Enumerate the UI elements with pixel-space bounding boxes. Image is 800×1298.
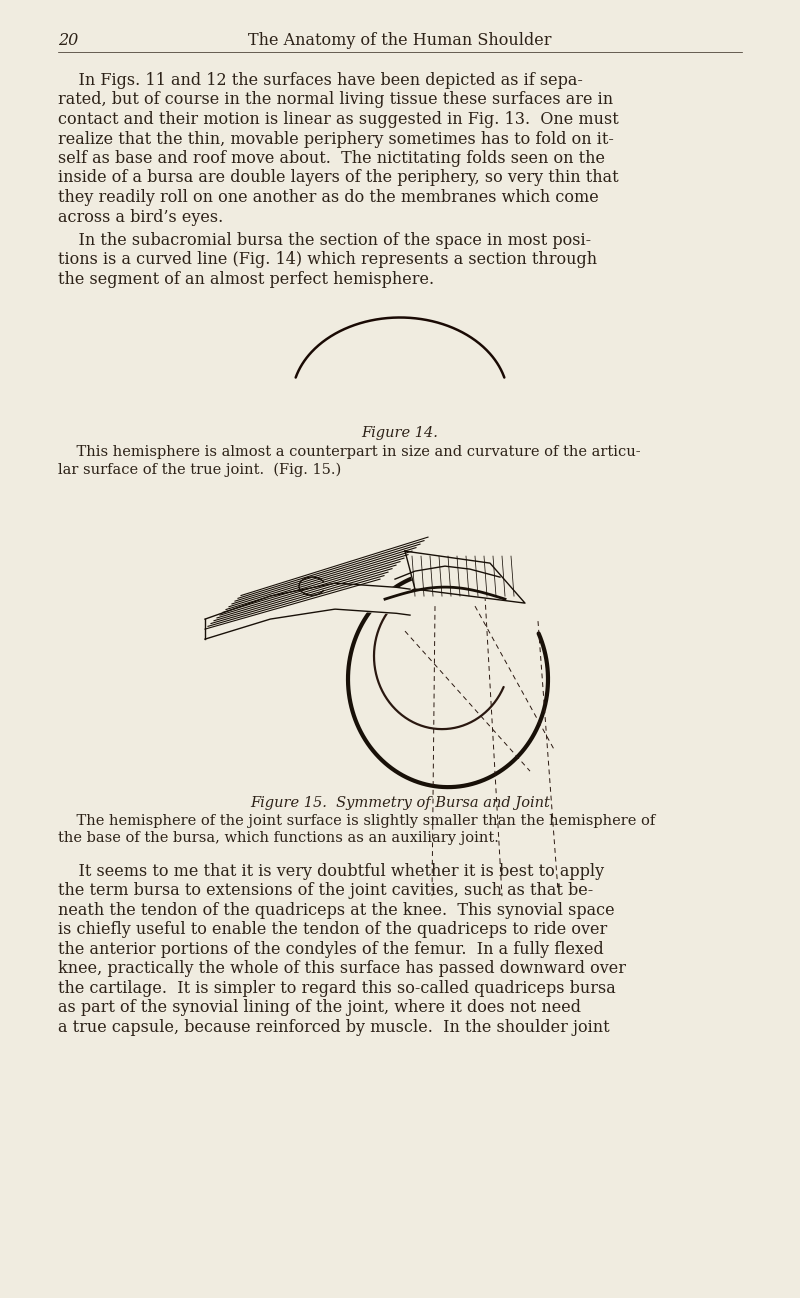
Text: the term bursa to extensions of the joint cavities, such as that be-: the term bursa to extensions of the join… [58,883,594,900]
Text: rated, but of course in the normal living tissue these surfaces are in: rated, but of course in the normal livin… [58,91,613,109]
Text: In the subacromial bursa the section of the space in most posi-: In the subacromial bursa the section of … [58,232,591,249]
Text: realize that the thin, movable periphery sometimes has to fold on it-: realize that the thin, movable periphery… [58,131,614,148]
Text: is chiefly useful to enable the tendon of the quadriceps to ride over: is chiefly useful to enable the tendon o… [58,922,607,938]
Text: lar surface of the true joint.  (Fig. 15.): lar surface of the true joint. (Fig. 15.… [58,462,342,476]
Text: contact and their motion is linear as suggested in Fig. 13.  One must: contact and their motion is linear as su… [58,112,618,129]
Text: tions is a curved line (Fig. 14) which represents a section through: tions is a curved line (Fig. 14) which r… [58,252,597,269]
Text: a true capsule, because reinforced by muscle.  In the shoulder joint: a true capsule, because reinforced by mu… [58,1019,610,1036]
Text: Figure 15.  Symmetry of Bursa and Joint: Figure 15. Symmetry of Bursa and Joint [250,796,550,810]
Text: This hemisphere is almost a counterpart in size and curvature of the articu-: This hemisphere is almost a counterpart … [58,445,641,459]
Text: In Figs. 11 and 12 the surfaces have been depicted as if sepa-: In Figs. 11 and 12 the surfaces have bee… [58,71,583,90]
Text: The hemisphere of the joint surface is slightly smaller than the hemisphere of: The hemisphere of the joint surface is s… [58,814,655,828]
Text: knee, practically the whole of this surface has passed downward over: knee, practically the whole of this surf… [58,961,626,977]
Text: It seems to me that it is very doubtful whether it is best to apply: It seems to me that it is very doubtful … [58,863,604,880]
Text: they readily roll on one another as do the membranes which come: they readily roll on one another as do t… [58,190,598,206]
Text: as part of the synovial lining of the joint, where it does not need: as part of the synovial lining of the jo… [58,999,581,1016]
Text: the anterior portions of the condyles of the femur.  In a fully flexed: the anterior portions of the condyles of… [58,941,604,958]
Text: the segment of an almost perfect hemisphere.: the segment of an almost perfect hemisph… [58,271,434,288]
Text: self as base and roof move about.  The nictitating folds seen on the: self as base and roof move about. The ni… [58,151,605,167]
Text: Figure 14.: Figure 14. [362,427,438,440]
Text: The Anatomy of the Human Shoulder: The Anatomy of the Human Shoulder [248,32,552,49]
Text: neath the tendon of the quadriceps at the knee.  This synovial space: neath the tendon of the quadriceps at th… [58,902,614,919]
Text: 20: 20 [58,32,78,49]
Text: across a bird’s eyes.: across a bird’s eyes. [58,209,223,226]
Text: inside of a bursa are double layers of the periphery, so very thin that: inside of a bursa are double layers of t… [58,170,618,187]
Text: the cartilage.  It is simpler to regard this so-called quadriceps bursa: the cartilage. It is simpler to regard t… [58,980,616,997]
Text: the base of the bursa, which functions as an auxiliary joint.: the base of the bursa, which functions a… [58,831,499,845]
Polygon shape [405,552,525,604]
